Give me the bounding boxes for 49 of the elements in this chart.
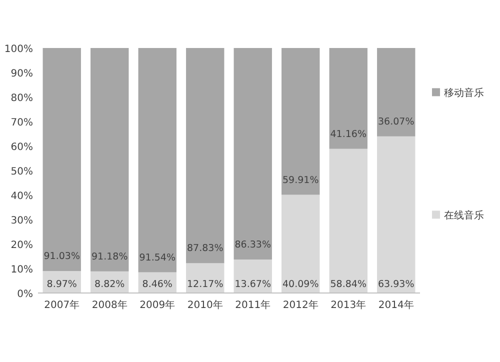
- y-tick-label: 20%: [10, 240, 33, 251]
- bar: [282, 194, 320, 293]
- data-label: 59.91%: [282, 174, 319, 186]
- bar: [329, 48, 368, 149]
- x-tick-label: 2012年: [282, 299, 318, 311]
- bar: [90, 48, 129, 272]
- data-label: 86.33%: [234, 240, 271, 251]
- bar: [377, 48, 416, 136]
- bar: [377, 136, 416, 293]
- y-tick-label: 50%: [10, 166, 33, 178]
- y-tick-label: 10%: [10, 264, 33, 276]
- x-tick-label: 2007年: [44, 299, 80, 311]
- y-tick-label: 100%: [4, 44, 33, 55]
- legend-label: 移动音乐: [444, 87, 484, 100]
- bar: [282, 48, 320, 195]
- bar: [234, 48, 272, 260]
- data-label: 8.97%: [46, 279, 77, 290]
- y-tick-label: 60%: [10, 142, 33, 153]
- y-tick-label: 30%: [10, 216, 33, 226]
- data-label: 41.16%: [330, 128, 366, 140]
- x-tick-label: 2008年: [92, 299, 128, 311]
- y-tick-label: 80%: [10, 93, 33, 104]
- bar: [138, 48, 176, 272]
- x-tick-label: 2011年: [235, 299, 271, 311]
- x-tick-label: 2014年: [378, 299, 414, 311]
- x-tick-label: 2010年: [187, 299, 223, 311]
- data-label: 8.82%: [94, 279, 125, 290]
- data-label: 8.46%: [142, 279, 172, 290]
- data-label: 91.03%: [44, 251, 80, 262]
- x-tick-label: 2013年: [330, 299, 366, 311]
- data-label: 58.84%: [330, 279, 366, 290]
- data-label: 91.54%: [139, 252, 176, 264]
- data-label: 12.17%: [187, 279, 224, 290]
- bar: [329, 148, 368, 293]
- bar: [186, 263, 224, 293]
- x-tick-label: 2009年: [140, 299, 176, 311]
- legend-label: 在线音乐: [444, 210, 484, 222]
- y-tick-label: 40%: [10, 191, 33, 202]
- data-label: 13.67%: [234, 279, 271, 290]
- bar: [42, 48, 81, 272]
- data-label: 36.07%: [378, 116, 414, 128]
- data-label: 91.18%: [92, 251, 128, 262]
- bar: [186, 48, 224, 264]
- data-label: 63.93%: [378, 279, 414, 290]
- y-tick-label: 90%: [10, 68, 33, 80]
- y-tick-label: 0%: [17, 289, 33, 300]
- y-tick-label: 70%: [10, 118, 33, 128]
- data-label: 87.83%: [187, 243, 224, 254]
- data-label: 40.09%: [282, 279, 319, 290]
